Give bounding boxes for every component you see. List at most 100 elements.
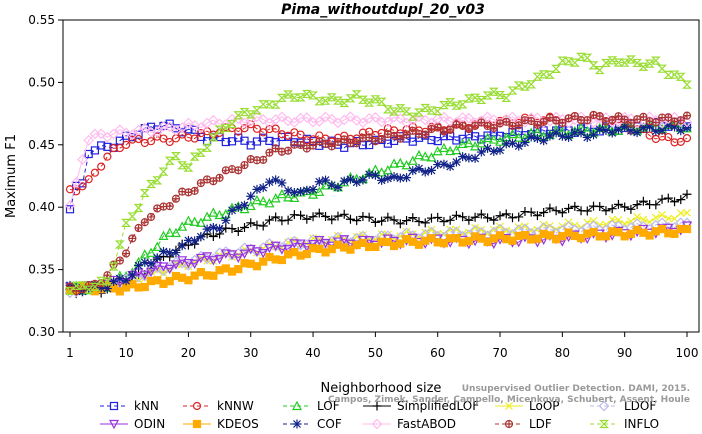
data-point-cof <box>408 166 418 176</box>
data-point-lof <box>189 216 200 226</box>
data-point-cof <box>507 138 517 148</box>
data-point-fastabod <box>257 114 269 125</box>
data-point-cof <box>96 283 106 293</box>
data-point-cof <box>539 136 549 146</box>
data-point-cof <box>308 185 318 195</box>
legend-swatch-marker <box>109 401 119 411</box>
data-point-ldf <box>527 116 536 126</box>
legend-item-cof: COF <box>283 417 342 431</box>
legend-label: kNNW <box>217 399 254 413</box>
data-point-simplifiedlof <box>676 195 686 205</box>
data-point-lof <box>495 136 506 146</box>
data-point-cof <box>420 167 430 177</box>
plot-series <box>64 52 693 299</box>
data-point-lof <box>420 151 431 161</box>
legend-item-fastabod: FastABOD <box>363 417 456 431</box>
data-point-inflo <box>438 101 449 110</box>
data-point-fastabod <box>388 111 400 123</box>
data-point-simplifiedlof <box>408 213 418 223</box>
data-point-fastabod <box>438 111 450 123</box>
data-point-knnw <box>184 133 193 142</box>
data-point-knnw <box>234 127 243 136</box>
data-point-lof <box>382 164 393 175</box>
data-point-simplifiedlof <box>601 206 611 216</box>
data-point-simplifiedlof <box>358 211 368 221</box>
data-point-ldf <box>115 256 124 265</box>
data-point-simplifiedlof <box>682 189 692 199</box>
data-point-simplifiedlof <box>389 215 399 225</box>
legend-swatch-marker <box>372 401 382 411</box>
data-point-cof <box>321 175 331 185</box>
data-point-odin <box>339 235 350 245</box>
data-point-simplifiedlof <box>613 199 623 209</box>
data-point-simplifiedlof <box>663 193 673 203</box>
data-point-ldf <box>308 141 318 150</box>
data-point-loop <box>477 225 486 234</box>
data-point-fastabod <box>289 117 300 128</box>
data-point-ldf <box>234 166 243 175</box>
y-axis-label: Maximum F1 <box>4 134 19 218</box>
data-point-cof <box>171 248 181 258</box>
data-point-cof <box>158 247 168 257</box>
data-point-lof <box>177 221 188 231</box>
data-point-knn <box>134 130 143 139</box>
data-point-ldf <box>402 130 411 139</box>
data-point-inflo <box>463 94 474 103</box>
data-point-odin <box>301 243 312 253</box>
x-tick-label: 10 <box>118 346 133 360</box>
data-point-inflo <box>71 281 82 290</box>
data-point-lof <box>513 132 524 142</box>
data-point-ldf <box>421 130 430 139</box>
data-point-inflo <box>320 96 331 105</box>
data-point-kdeos <box>657 224 667 234</box>
data-point-cof <box>564 132 574 142</box>
data-point-knn <box>221 137 230 147</box>
data-point-loop <box>658 210 666 219</box>
data-point-loop <box>683 208 691 217</box>
data-point-simplifiedlof <box>321 211 331 221</box>
data-point-cof <box>352 177 362 187</box>
data-point-inflo <box>283 90 294 99</box>
data-point-lof <box>170 227 181 238</box>
data-point-cof <box>264 177 274 187</box>
data-point-cof <box>258 183 268 193</box>
data-point-ldf <box>626 118 636 128</box>
data-point-lof <box>426 152 437 162</box>
data-point-simplifiedlof <box>651 200 661 210</box>
data-point-inflo <box>258 100 269 109</box>
data-point-simplifiedlof <box>271 212 281 222</box>
data-point-fastabod <box>133 124 144 136</box>
legend-item-odin: ODIN <box>100 417 165 431</box>
data-point-cof <box>676 126 686 136</box>
data-point-inflo <box>569 58 580 67</box>
data-point-odin <box>258 248 269 259</box>
data-point-loop <box>471 223 480 232</box>
data-point-cof <box>557 131 567 141</box>
data-point-fastabod <box>126 129 138 141</box>
data-point-simplifiedlof <box>582 206 592 216</box>
data-point-simplifiedlof <box>657 194 667 204</box>
data-point-ldf <box>265 148 274 157</box>
data-point-ldf <box>539 117 548 126</box>
x-tick-label: 30 <box>243 346 258 360</box>
data-point-cof <box>620 122 630 132</box>
data-point-knnw <box>190 134 199 143</box>
legend: kNN kNNW LOF SimplifiedLOF LoOP LDOF ODIN KDEOS… <box>100 399 659 431</box>
data-point-inflo <box>551 64 562 73</box>
data-point-inflo <box>177 161 188 170</box>
data-point-inflo <box>538 70 549 79</box>
data-point-odin <box>239 249 250 259</box>
data-point-cof <box>670 122 680 132</box>
data-point-inflo <box>663 70 674 79</box>
data-point-cof <box>483 143 493 153</box>
data-point-simplifiedlof <box>414 217 424 227</box>
data-point-fastabod <box>313 116 325 127</box>
data-point-loop <box>602 220 610 229</box>
data-point-simplifiedlof <box>476 209 486 219</box>
data-point-inflo <box>582 53 593 62</box>
data-point-ldf <box>614 112 623 121</box>
data-point-simplifiedlof <box>607 204 617 214</box>
data-point-ldof <box>133 271 144 283</box>
data-point-ldf <box>146 212 156 222</box>
data-point-simplifiedlof <box>426 213 436 223</box>
